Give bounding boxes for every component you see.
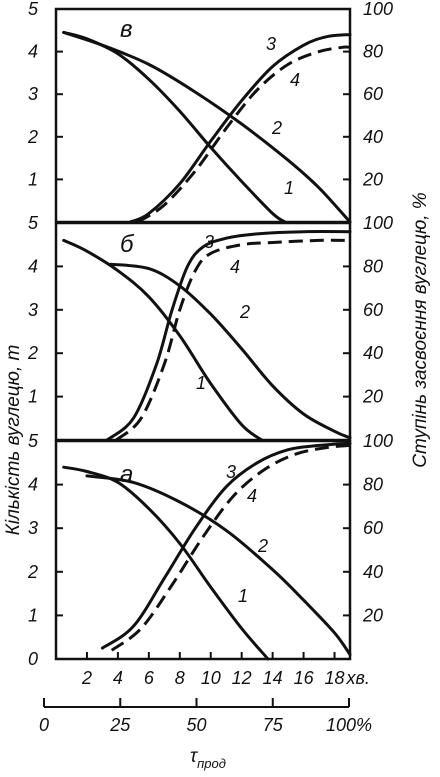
x-axis-unit: хв.: [346, 668, 370, 688]
left-tick-label-b-1: 1: [28, 387, 38, 407]
x-tick-label-18: 18: [325, 668, 345, 688]
left-tick-label-a-0: 0: [28, 649, 38, 669]
left-axis-title: Кількість вуглецю, т: [3, 345, 24, 536]
curve-a-3: [100, 441, 352, 650]
panel-letter-b: б: [120, 231, 135, 258]
left-tick-label-b-4: 4: [28, 256, 38, 276]
x-tick-label-16: 16: [294, 668, 315, 688]
right-tick-label-v-20: 20: [362, 169, 383, 189]
percent-tick-label-50: 50: [186, 715, 206, 735]
curve-label-a-2: 2: [257, 536, 268, 556]
right-tick-label-v-60: 60: [363, 84, 383, 104]
ticks-layer: 1234520406080100123452040608010001234520…: [27, 0, 393, 688]
left-tick-label-a-2: 2: [27, 562, 38, 582]
percent-scale: 0 25 50 75 100%: [39, 698, 372, 735]
left-tick-label-v-1: 1: [28, 169, 38, 189]
x-axis-title-subscript: прод: [197, 756, 226, 771]
right-tick-label-a-20: 20: [362, 605, 383, 625]
right-tick-label-a-60: 60: [363, 518, 383, 538]
x-tick-label-6: 6: [144, 668, 155, 688]
left-tick-label-b-5: 5: [28, 213, 39, 233]
left-tick-label-a-1: 1: [28, 605, 38, 625]
x-tick-label-8: 8: [175, 668, 185, 688]
left-tick-label-b-2: 2: [27, 343, 38, 363]
right-tick-label-a-100: 100: [363, 431, 393, 451]
curve-label-a-4: 4: [247, 486, 257, 506]
x-tick-label-4: 4: [113, 668, 123, 688]
right-tick-label-a-80: 80: [363, 475, 383, 495]
x-axis-title: τпрод: [190, 746, 226, 771]
curve-label-b-1: 1: [196, 373, 206, 393]
left-tick-label-a-5: 5: [28, 431, 39, 451]
x-tick-label-10: 10: [201, 668, 221, 688]
x-tick-label-12: 12: [232, 668, 252, 688]
left-tick-label-v-3: 3: [28, 84, 38, 104]
percent-tick-label-75: 75: [263, 715, 284, 735]
panel-v-frame: [54, 7, 352, 224]
right-tick-label-b-40: 40: [363, 343, 383, 363]
curve-a-2: [85, 474, 352, 657]
left-tick-label-v-5: 5: [28, 0, 39, 19]
curve-b-1: [62, 238, 264, 442]
right-tick-label-v-100: 100: [363, 0, 393, 19]
curve-label-v-3: 3: [266, 34, 276, 54]
right-tick-label-b-60: 60: [363, 300, 383, 320]
x-tick-label-14: 14: [263, 668, 283, 688]
percent-tick-label-25: 25: [109, 715, 131, 735]
right-tick-label-b-100: 100: [363, 213, 393, 233]
curve-label-v-1: 1: [284, 178, 294, 198]
x-axis-title-symbol: τ: [190, 746, 199, 767]
right-tick-label-v-40: 40: [363, 127, 383, 147]
panel-a-frame: [54, 439, 352, 661]
curve-v-4: [137, 45, 351, 224]
curve-b-2: [108, 262, 352, 440]
right-tick-label-v-80: 80: [363, 42, 383, 62]
left-tick-label-v-4: 4: [28, 42, 38, 62]
curve-label-b-3: 3: [204, 232, 214, 252]
panel-b-frame: [54, 221, 352, 442]
curve-label-v-2: 2: [271, 118, 282, 138]
left-tick-label-a-3: 3: [28, 518, 38, 538]
right-tick-label-b-80: 80: [363, 256, 383, 276]
right-tick-label-b-20: 20: [362, 387, 383, 407]
curve-a-1: [62, 465, 270, 661]
x-tick-label-2: 2: [81, 668, 92, 688]
curve-b-4: [115, 238, 351, 442]
percent-tick-label-100: 100%: [326, 715, 372, 735]
left-tick-label-a-4: 4: [28, 475, 38, 495]
curves-layer: [62, 30, 352, 661]
left-tick-label-b-3: 3: [28, 300, 38, 320]
percent-tick-label-0: 0: [39, 715, 49, 735]
curve-label-v-4: 4: [290, 70, 300, 90]
curve-a-4: [110, 443, 351, 652]
curve-b-3: [105, 230, 352, 442]
curve-label-b-2: 2: [239, 302, 250, 322]
curve-v-2: [62, 30, 352, 224]
right-axis-title: Ступінь засвоєння вуглецю, %: [410, 192, 431, 467]
curve-v-3: [128, 33, 352, 224]
panel-letter-v: в: [120, 16, 133, 43]
curve-label-a-3: 3: [226, 462, 236, 482]
right-tick-label-a-40: 40: [363, 562, 383, 582]
left-tick-label-v-2: 2: [27, 127, 38, 147]
curve-label-a-1: 1: [238, 586, 248, 606]
curve-label-b-4: 4: [230, 257, 240, 277]
